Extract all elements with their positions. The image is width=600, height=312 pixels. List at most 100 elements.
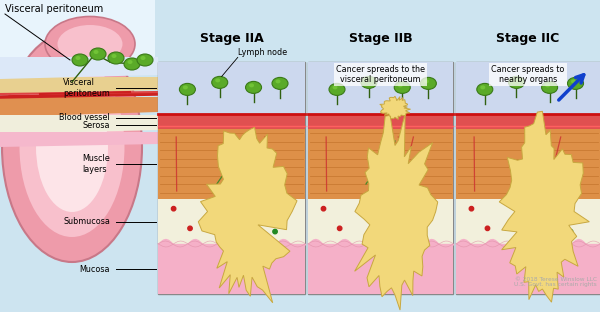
Text: Visceral
peritoneum: Visceral peritoneum	[63, 78, 110, 98]
Ellipse shape	[361, 76, 377, 88]
Circle shape	[510, 203, 514, 208]
Text: Visceral peritoneum: Visceral peritoneum	[5, 4, 103, 14]
Ellipse shape	[215, 78, 220, 82]
Bar	[308, 114, 453, 129]
Circle shape	[391, 231, 395, 236]
Circle shape	[370, 227, 374, 231]
Circle shape	[405, 236, 410, 241]
Ellipse shape	[272, 77, 288, 90]
Text: Stage IIC: Stage IIC	[496, 32, 560, 45]
Polygon shape	[355, 114, 438, 310]
Ellipse shape	[112, 54, 116, 58]
Ellipse shape	[421, 77, 436, 90]
Ellipse shape	[124, 58, 140, 70]
Ellipse shape	[481, 85, 485, 90]
Bar	[158, 62, 305, 114]
Bar	[308, 62, 453, 114]
Bar	[456, 199, 600, 244]
Text: Muscle
layers: Muscle layers	[82, 154, 110, 174]
Text: Submucosa: Submucosa	[63, 217, 110, 226]
Ellipse shape	[275, 79, 281, 83]
Ellipse shape	[2, 32, 142, 262]
Ellipse shape	[72, 54, 88, 66]
Circle shape	[553, 236, 557, 241]
Ellipse shape	[329, 83, 345, 95]
Circle shape	[337, 226, 342, 231]
Ellipse shape	[36, 82, 108, 212]
Ellipse shape	[364, 78, 370, 82]
Text: Cancer spreads to the
visceral peritoneum: Cancer spreads to the visceral peritoneu…	[336, 65, 425, 85]
Bar	[158, 62, 305, 294]
Ellipse shape	[179, 83, 196, 95]
Text: Blood vessel: Blood vessel	[59, 114, 110, 123]
Bar	[456, 114, 600, 129]
Ellipse shape	[424, 79, 429, 83]
Circle shape	[362, 203, 367, 208]
Circle shape	[485, 226, 490, 231]
Text: Stage IIB: Stage IIB	[349, 32, 412, 45]
Bar	[456, 129, 600, 199]
Bar	[308, 129, 453, 199]
Ellipse shape	[512, 78, 517, 82]
Bar	[158, 114, 305, 129]
Polygon shape	[0, 132, 158, 147]
Ellipse shape	[108, 52, 124, 64]
Circle shape	[273, 229, 277, 234]
Ellipse shape	[477, 83, 493, 95]
Ellipse shape	[212, 76, 228, 88]
Ellipse shape	[542, 81, 557, 93]
Ellipse shape	[571, 79, 576, 83]
Bar	[158, 199, 305, 244]
Text: © 2018 Terese Winslow LLC: © 2018 Terese Winslow LLC	[515, 277, 597, 282]
Bar	[456, 62, 600, 114]
Ellipse shape	[508, 76, 524, 88]
Ellipse shape	[332, 85, 337, 90]
Text: Mucosa: Mucosa	[79, 265, 110, 274]
Ellipse shape	[76, 56, 80, 60]
Ellipse shape	[245, 81, 262, 93]
Text: Serosa: Serosa	[83, 120, 110, 129]
Circle shape	[172, 207, 176, 211]
Bar	[456, 244, 600, 294]
Circle shape	[469, 207, 473, 211]
Text: Stage IIA: Stage IIA	[200, 32, 263, 45]
Circle shape	[321, 207, 326, 211]
Ellipse shape	[19, 57, 125, 237]
Bar	[308, 199, 453, 244]
Circle shape	[242, 231, 247, 236]
Ellipse shape	[45, 17, 135, 71]
Ellipse shape	[137, 54, 153, 66]
Ellipse shape	[394, 81, 410, 93]
Ellipse shape	[58, 25, 122, 63]
Ellipse shape	[90, 48, 106, 60]
Circle shape	[538, 231, 543, 236]
Circle shape	[517, 227, 521, 231]
Ellipse shape	[128, 60, 133, 64]
Ellipse shape	[398, 83, 403, 87]
Ellipse shape	[183, 85, 188, 90]
Polygon shape	[499, 111, 589, 302]
Circle shape	[188, 226, 192, 231]
Bar	[308, 62, 453, 294]
Polygon shape	[0, 115, 158, 134]
Ellipse shape	[545, 83, 550, 87]
Ellipse shape	[568, 77, 584, 90]
Polygon shape	[0, 0, 155, 92]
Polygon shape	[0, 97, 158, 117]
Circle shape	[568, 229, 573, 234]
Text: Cancer spreads to
nearby organs: Cancer spreads to nearby organs	[491, 65, 565, 85]
Ellipse shape	[94, 50, 98, 54]
Ellipse shape	[249, 83, 254, 87]
Circle shape	[421, 229, 425, 234]
Polygon shape	[0, 77, 158, 94]
Text: U.S. Govt. has certain rights: U.S. Govt. has certain rights	[514, 282, 597, 287]
Bar	[158, 129, 305, 199]
Polygon shape	[380, 96, 410, 119]
Circle shape	[220, 227, 225, 231]
Text: Lymph node: Lymph node	[238, 48, 287, 57]
Circle shape	[213, 203, 217, 208]
Bar	[308, 244, 453, 294]
Polygon shape	[198, 127, 297, 303]
Ellipse shape	[140, 56, 146, 60]
Bar	[456, 62, 600, 294]
